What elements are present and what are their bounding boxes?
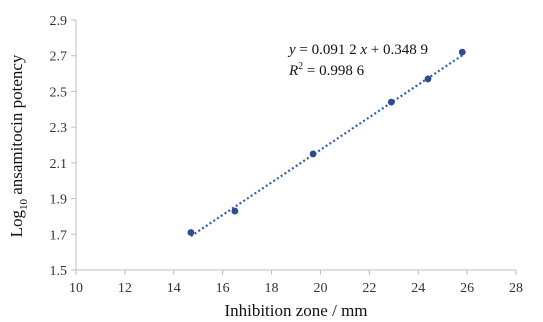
y-tick-label: 2.7 xyxy=(50,50,68,65)
x-tick-label: 14 xyxy=(167,281,181,296)
data-point xyxy=(309,150,317,158)
y-tick-label: 2.1 xyxy=(50,157,68,172)
x-tick-label: 26 xyxy=(460,281,474,296)
x-axis-title: Inhibition zone / mm xyxy=(224,301,367,320)
x-tick-label: 22 xyxy=(362,281,376,296)
x-tick-label: 10 xyxy=(69,281,83,296)
x-tick-label: 20 xyxy=(313,281,327,296)
data-point xyxy=(458,48,466,56)
x-tick-label: 18 xyxy=(265,281,279,296)
x-tick-label: 24 xyxy=(411,281,425,296)
y-tick-label: 1.7 xyxy=(50,228,68,243)
data-point xyxy=(187,229,195,236)
regression-equation: y = 0.091 2 x + 0.348 9 xyxy=(287,42,428,58)
y-axis-title: Log10 ansamitocin potency xyxy=(7,54,30,237)
y-tick-label: 1.5 xyxy=(50,264,68,279)
r-squared-label: R2 = 0.998 6 xyxy=(288,61,365,79)
data-point xyxy=(424,75,432,83)
x-tick-label: 12 xyxy=(118,281,132,296)
x-tick-label: 16 xyxy=(216,281,230,296)
y-tick-label: 2.5 xyxy=(50,85,68,100)
y-tick-label: 2.3 xyxy=(50,121,68,136)
y-tick-label: 1.9 xyxy=(50,193,68,208)
data-point xyxy=(387,98,395,106)
x-tick-label: 28 xyxy=(509,281,523,296)
plot-area: 1.5 1.7 1.9 2.1 2.3 2.5 2.7 2.9 10 12 14 16 18 20 22 24… xyxy=(50,14,524,296)
trendline xyxy=(190,54,463,238)
y-tick-label: 2.9 xyxy=(50,14,68,29)
data-point xyxy=(231,207,239,215)
